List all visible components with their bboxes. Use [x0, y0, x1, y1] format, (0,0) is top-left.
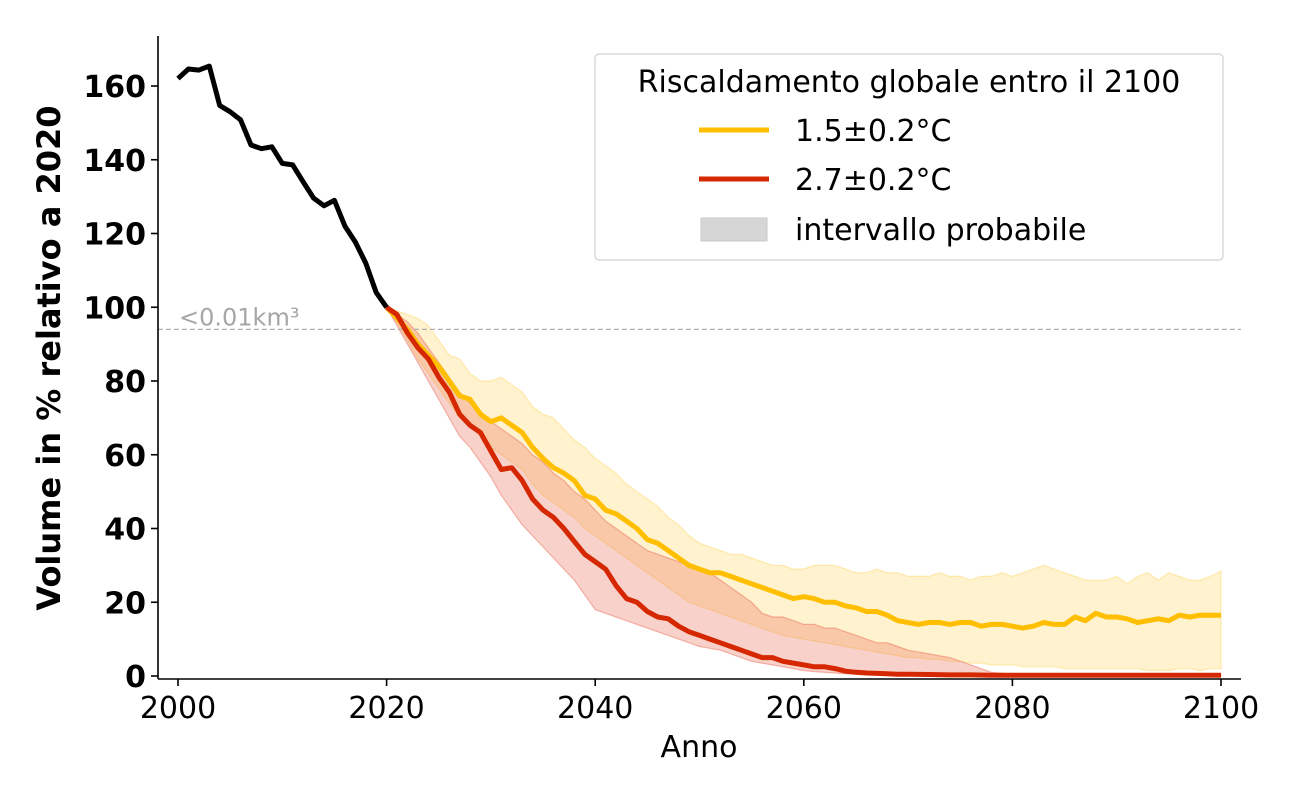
- y-tick-label: 20: [104, 586, 146, 621]
- y-tick-label: 60: [104, 439, 146, 474]
- x-tick-label: 2100: [1183, 691, 1259, 726]
- x-tick-label: 2040: [557, 691, 633, 726]
- line-observed: [176, 63, 389, 309]
- threshold-label: <0.01km³: [179, 303, 299, 331]
- y-ticks: 0 20 40 60 80 100 120 140 160: [83, 70, 158, 695]
- x-tick-label: 2020: [348, 691, 424, 726]
- y-tick-label: 120: [83, 218, 146, 253]
- x-axis-title: Anno: [661, 730, 738, 765]
- legend: Riscaldamento globale entro il 2100 1.5±…: [594, 53, 1224, 261]
- line-2.7±0.2°C: [385, 305, 1221, 678]
- legend-label-2.7: 2.7±0.2°C: [795, 163, 952, 198]
- legend-title: Riscaldamento globale entro il 2100: [638, 65, 1181, 100]
- legend-frame: [594, 53, 1224, 261]
- x-tick-label: 2080: [974, 691, 1050, 726]
- y-axis-title: Volume in % relativo a 2020: [30, 105, 68, 610]
- x-ticks: 2000 2020 2040 2060 2080 2100: [140, 679, 1259, 726]
- band-1.5±0.2°C: [385, 306, 1222, 672]
- y-tick-label: 40: [104, 513, 146, 548]
- threshold-annotation: <0.01km³: [158, 303, 1241, 331]
- legend-label-range: intervallo probabile: [795, 213, 1086, 248]
- legend-label-1.5: 1.5±0.2°C: [795, 114, 952, 149]
- series-lines: [176, 63, 1221, 678]
- x-tick-label: 2060: [766, 691, 842, 726]
- uncertainty-bands: [385, 306, 1222, 677]
- y-tick-label: 160: [83, 70, 146, 105]
- y-tick-label: 100: [83, 291, 146, 326]
- y-tick-label: 0: [125, 660, 146, 695]
- legend-swatch-range: [700, 217, 768, 242]
- line-1.5±0.2°C: [384, 305, 1221, 631]
- y-tick-label: 80: [104, 365, 146, 400]
- x-tick-label: 2000: [140, 691, 216, 726]
- y-tick-label: 140: [83, 144, 146, 179]
- axes: [157, 36, 1241, 680]
